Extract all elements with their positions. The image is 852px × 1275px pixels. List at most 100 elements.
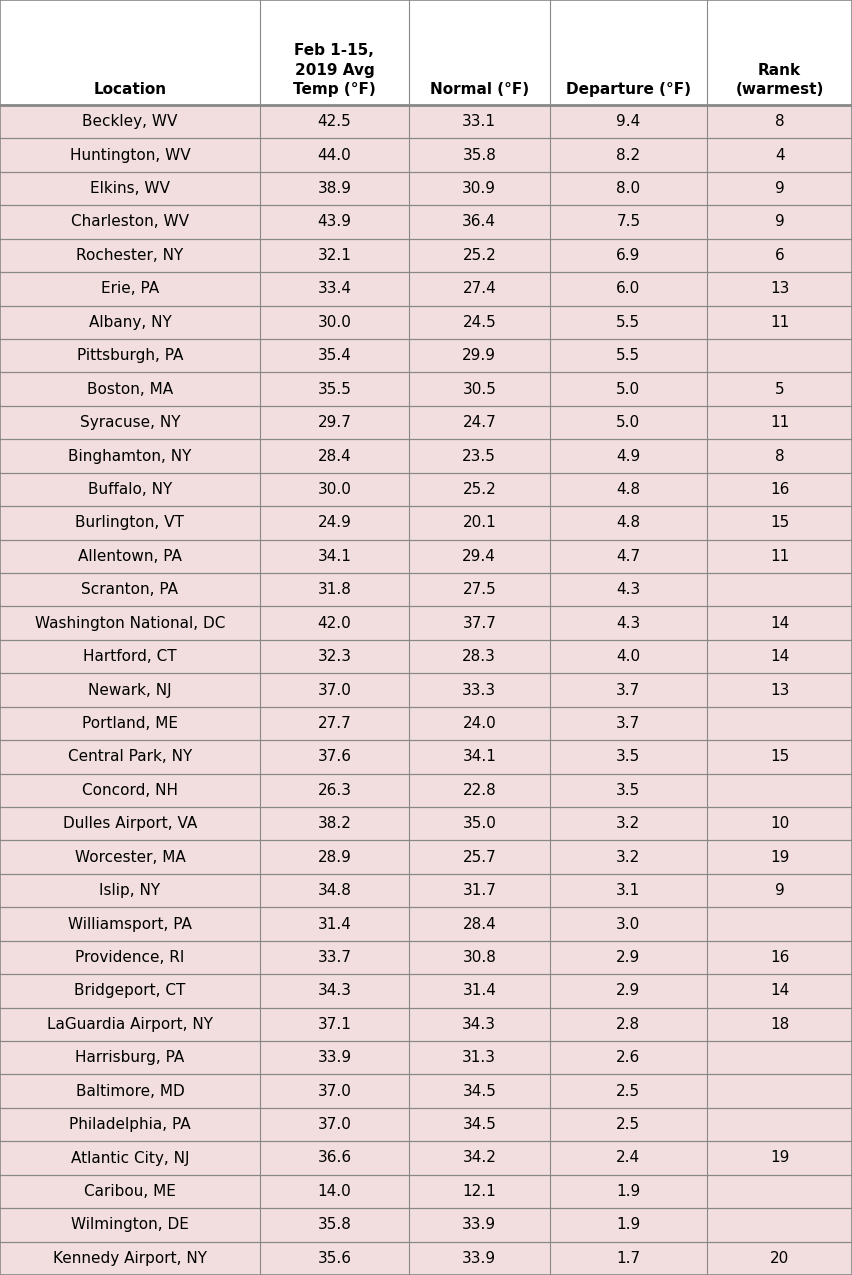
Text: 37.6: 37.6 <box>318 750 351 764</box>
Text: 43.9: 43.9 <box>318 214 351 230</box>
Text: 6.9: 6.9 <box>616 247 641 263</box>
Text: 29.4: 29.4 <box>463 548 496 564</box>
Text: 34.2: 34.2 <box>463 1150 496 1165</box>
Text: Erie, PA: Erie, PA <box>101 282 159 296</box>
Text: Portland, ME: Portland, ME <box>82 717 178 731</box>
Text: Caribou, ME: Caribou, ME <box>84 1184 176 1198</box>
Text: 26.3: 26.3 <box>318 783 351 798</box>
Text: 27.4: 27.4 <box>463 282 496 296</box>
Text: 7.5: 7.5 <box>616 214 641 230</box>
Text: 13: 13 <box>770 682 789 697</box>
Text: 6.0: 6.0 <box>616 282 641 296</box>
Text: Buffalo, NY: Buffalo, NY <box>88 482 172 497</box>
Text: 30.5: 30.5 <box>463 381 496 397</box>
Text: 38.9: 38.9 <box>318 181 351 196</box>
Text: 3.7: 3.7 <box>616 717 641 731</box>
Text: Worcester, MA: Worcester, MA <box>75 849 185 864</box>
Text: 8: 8 <box>774 449 785 464</box>
Text: 25.2: 25.2 <box>463 482 496 497</box>
Text: 35.6: 35.6 <box>318 1251 351 1266</box>
Text: 24.7: 24.7 <box>463 416 496 430</box>
Text: 5.5: 5.5 <box>616 348 641 363</box>
Text: 2.5: 2.5 <box>616 1084 641 1099</box>
Text: Rank
(warmest): Rank (warmest) <box>735 62 824 97</box>
Text: 11: 11 <box>770 315 789 330</box>
Text: 34.5: 34.5 <box>463 1084 496 1099</box>
Text: 4.0: 4.0 <box>616 649 641 664</box>
Text: 28.9: 28.9 <box>318 849 351 864</box>
Bar <box>0 840 852 873</box>
Bar <box>0 908 852 941</box>
Text: 38.2: 38.2 <box>318 816 351 831</box>
Text: 5.0: 5.0 <box>616 381 641 397</box>
Bar <box>0 974 852 1007</box>
Text: 1.9: 1.9 <box>616 1184 641 1198</box>
Text: 3.0: 3.0 <box>616 917 641 932</box>
Text: 29.9: 29.9 <box>463 348 496 363</box>
Bar <box>0 572 852 607</box>
Bar <box>0 673 852 706</box>
Text: Central Park, NY: Central Park, NY <box>68 750 192 764</box>
Text: 8.2: 8.2 <box>616 148 641 163</box>
Text: 19: 19 <box>770 1150 789 1165</box>
Text: 19: 19 <box>770 849 789 864</box>
Text: 5.5: 5.5 <box>616 315 641 330</box>
Bar <box>0 1209 852 1242</box>
Text: 2.5: 2.5 <box>616 1117 641 1132</box>
Bar <box>0 640 852 673</box>
Text: 25.7: 25.7 <box>463 849 496 864</box>
Bar <box>0 1007 852 1040</box>
Text: 36.4: 36.4 <box>463 214 496 230</box>
Bar <box>0 873 852 908</box>
Text: 34.8: 34.8 <box>318 884 351 898</box>
Text: 14: 14 <box>770 983 789 998</box>
Text: 34.1: 34.1 <box>318 548 351 564</box>
Text: 2.8: 2.8 <box>616 1016 641 1031</box>
Text: 23.5: 23.5 <box>463 449 496 464</box>
Bar <box>0 774 852 807</box>
Text: 37.0: 37.0 <box>318 1117 351 1132</box>
Text: Philadelphia, PA: Philadelphia, PA <box>69 1117 191 1132</box>
Bar <box>0 0 852 105</box>
Text: 11: 11 <box>770 548 789 564</box>
Text: 6: 6 <box>774 247 785 263</box>
Text: Feb 1-15,
2019 Avg
Temp (°F): Feb 1-15, 2019 Avg Temp (°F) <box>293 43 376 97</box>
Text: 5: 5 <box>774 381 785 397</box>
Text: 16: 16 <box>770 950 789 965</box>
Bar <box>0 306 852 339</box>
Bar <box>0 405 852 440</box>
Text: 2.9: 2.9 <box>616 950 641 965</box>
Text: 33.1: 33.1 <box>463 115 496 129</box>
Bar <box>0 1242 852 1275</box>
Bar <box>0 741 852 774</box>
Text: 2.6: 2.6 <box>616 1051 641 1065</box>
Text: Atlantic City, NJ: Atlantic City, NJ <box>71 1150 189 1165</box>
Text: Pittsburgh, PA: Pittsburgh, PA <box>77 348 183 363</box>
Text: Rochester, NY: Rochester, NY <box>77 247 183 263</box>
Text: 4.3: 4.3 <box>616 583 641 597</box>
Text: 42.0: 42.0 <box>318 616 351 631</box>
Text: 33.3: 33.3 <box>462 682 497 697</box>
Text: Williamsport, PA: Williamsport, PA <box>68 917 192 932</box>
Text: 31.7: 31.7 <box>463 884 496 898</box>
Text: 22.8: 22.8 <box>463 783 496 798</box>
Text: 8: 8 <box>774 115 785 129</box>
Text: 31.8: 31.8 <box>318 583 351 597</box>
Text: Syracuse, NY: Syracuse, NY <box>80 416 180 430</box>
Text: 33.7: 33.7 <box>318 950 351 965</box>
Text: 3.7: 3.7 <box>616 682 641 697</box>
Text: 15: 15 <box>770 750 789 764</box>
Bar <box>0 339 852 372</box>
Text: 3.5: 3.5 <box>616 783 641 798</box>
Text: 27.5: 27.5 <box>463 583 496 597</box>
Text: 34.3: 34.3 <box>463 1016 496 1031</box>
Bar <box>0 172 852 205</box>
Bar <box>0 1174 852 1209</box>
Text: Islip, NY: Islip, NY <box>100 884 160 898</box>
Text: 1.7: 1.7 <box>616 1251 641 1266</box>
Bar <box>0 941 852 974</box>
Text: 14: 14 <box>770 616 789 631</box>
Text: 4: 4 <box>774 148 785 163</box>
Text: 28.3: 28.3 <box>463 649 496 664</box>
Text: Albany, NY: Albany, NY <box>89 315 171 330</box>
